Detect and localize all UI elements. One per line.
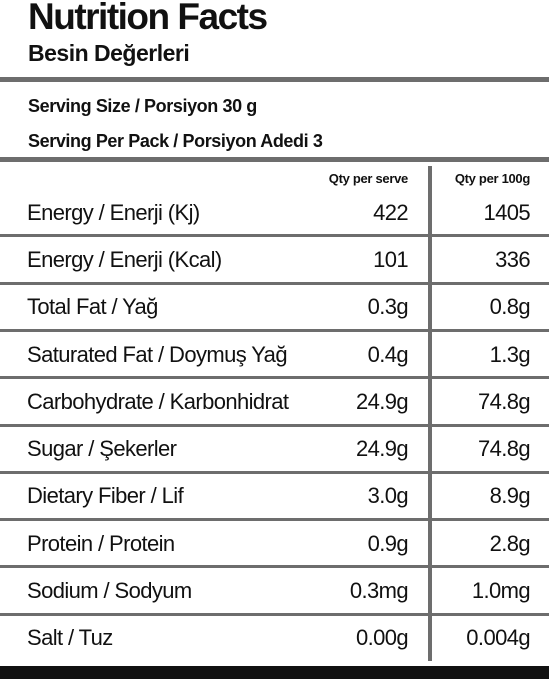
- servings-per-pack: Serving Per Pack / Porsiyon Adedi 3: [28, 131, 323, 151]
- per-100g-value: 336: [495, 246, 531, 272]
- per-100g-value: 74.8g: [477, 436, 531, 462]
- row-divider: [0, 518, 549, 522]
- per-serve-value: 0.4g: [367, 341, 409, 367]
- per-serve-value: 0.9g: [367, 530, 409, 556]
- per-serve-value: 24.9g: [355, 388, 409, 414]
- divider: [0, 157, 549, 162]
- nutrient-label: Protein / Protein: [27, 530, 175, 556]
- per-serve-value: 3.0g: [367, 483, 409, 509]
- nutrient-label: Sodium / Sodyum: [27, 578, 192, 604]
- per-100g-value: 8.9g: [489, 483, 531, 509]
- row-divider: [0, 423, 549, 427]
- nutrient-label: Total Fat / Yağ: [27, 294, 158, 320]
- column-header: Qty per serve: [328, 171, 409, 186]
- row-divider: [0, 281, 549, 285]
- column-header: Qty per 100g: [454, 171, 530, 186]
- per-100g-value: 0.004g: [466, 625, 530, 651]
- bottom-bar: [0, 666, 549, 679]
- row-divider: [0, 470, 549, 474]
- per-serve-value: 24.9g: [355, 436, 409, 462]
- per-100g-value: 1405: [483, 199, 530, 225]
- column-divider: [428, 166, 432, 661]
- nutrient-label: Salt / Tuz: [27, 625, 113, 651]
- nutrient-label: Energy / Enerji (Kj): [27, 199, 200, 225]
- subtitle: Besin Değerleri: [28, 40, 190, 66]
- serving-size: Serving Size / Porsiyon 30 g: [28, 96, 257, 116]
- per-100g-value: 1.0mg: [471, 578, 531, 604]
- row-divider: [0, 376, 549, 380]
- per-100g-value: 0.8g: [489, 294, 531, 320]
- nutrient-label: Dietary Fiber / Lif: [27, 483, 184, 509]
- per-100g-value: 2.8g: [489, 530, 531, 556]
- per-serve-value: 101: [373, 246, 409, 272]
- divider: [0, 77, 549, 82]
- per-serve-value: 422: [373, 199, 409, 225]
- per-serve-value: 0.3mg: [349, 578, 409, 604]
- row-divider: [0, 565, 549, 569]
- row-divider: [0, 328, 549, 332]
- per-serve-value: 0.3g: [367, 294, 409, 320]
- row-divider: [0, 612, 549, 616]
- title: Nutrition Facts: [28, 0, 268, 37]
- nutrient-label: Saturated Fat / Doymuş Yağ: [27, 341, 288, 367]
- nutrient-label: Energy / Enerji (Kcal): [27, 246, 222, 272]
- nutrient-label: Sugar / Şekerler: [27, 436, 177, 462]
- nutrient-label: Carbohydrate / Karbonhidrat: [27, 388, 289, 414]
- per-100g-value: 74.8g: [477, 388, 531, 414]
- row-divider: [0, 234, 549, 238]
- per-serve-value: 0.00g: [355, 625, 409, 651]
- per-100g-value: 1.3g: [489, 341, 531, 367]
